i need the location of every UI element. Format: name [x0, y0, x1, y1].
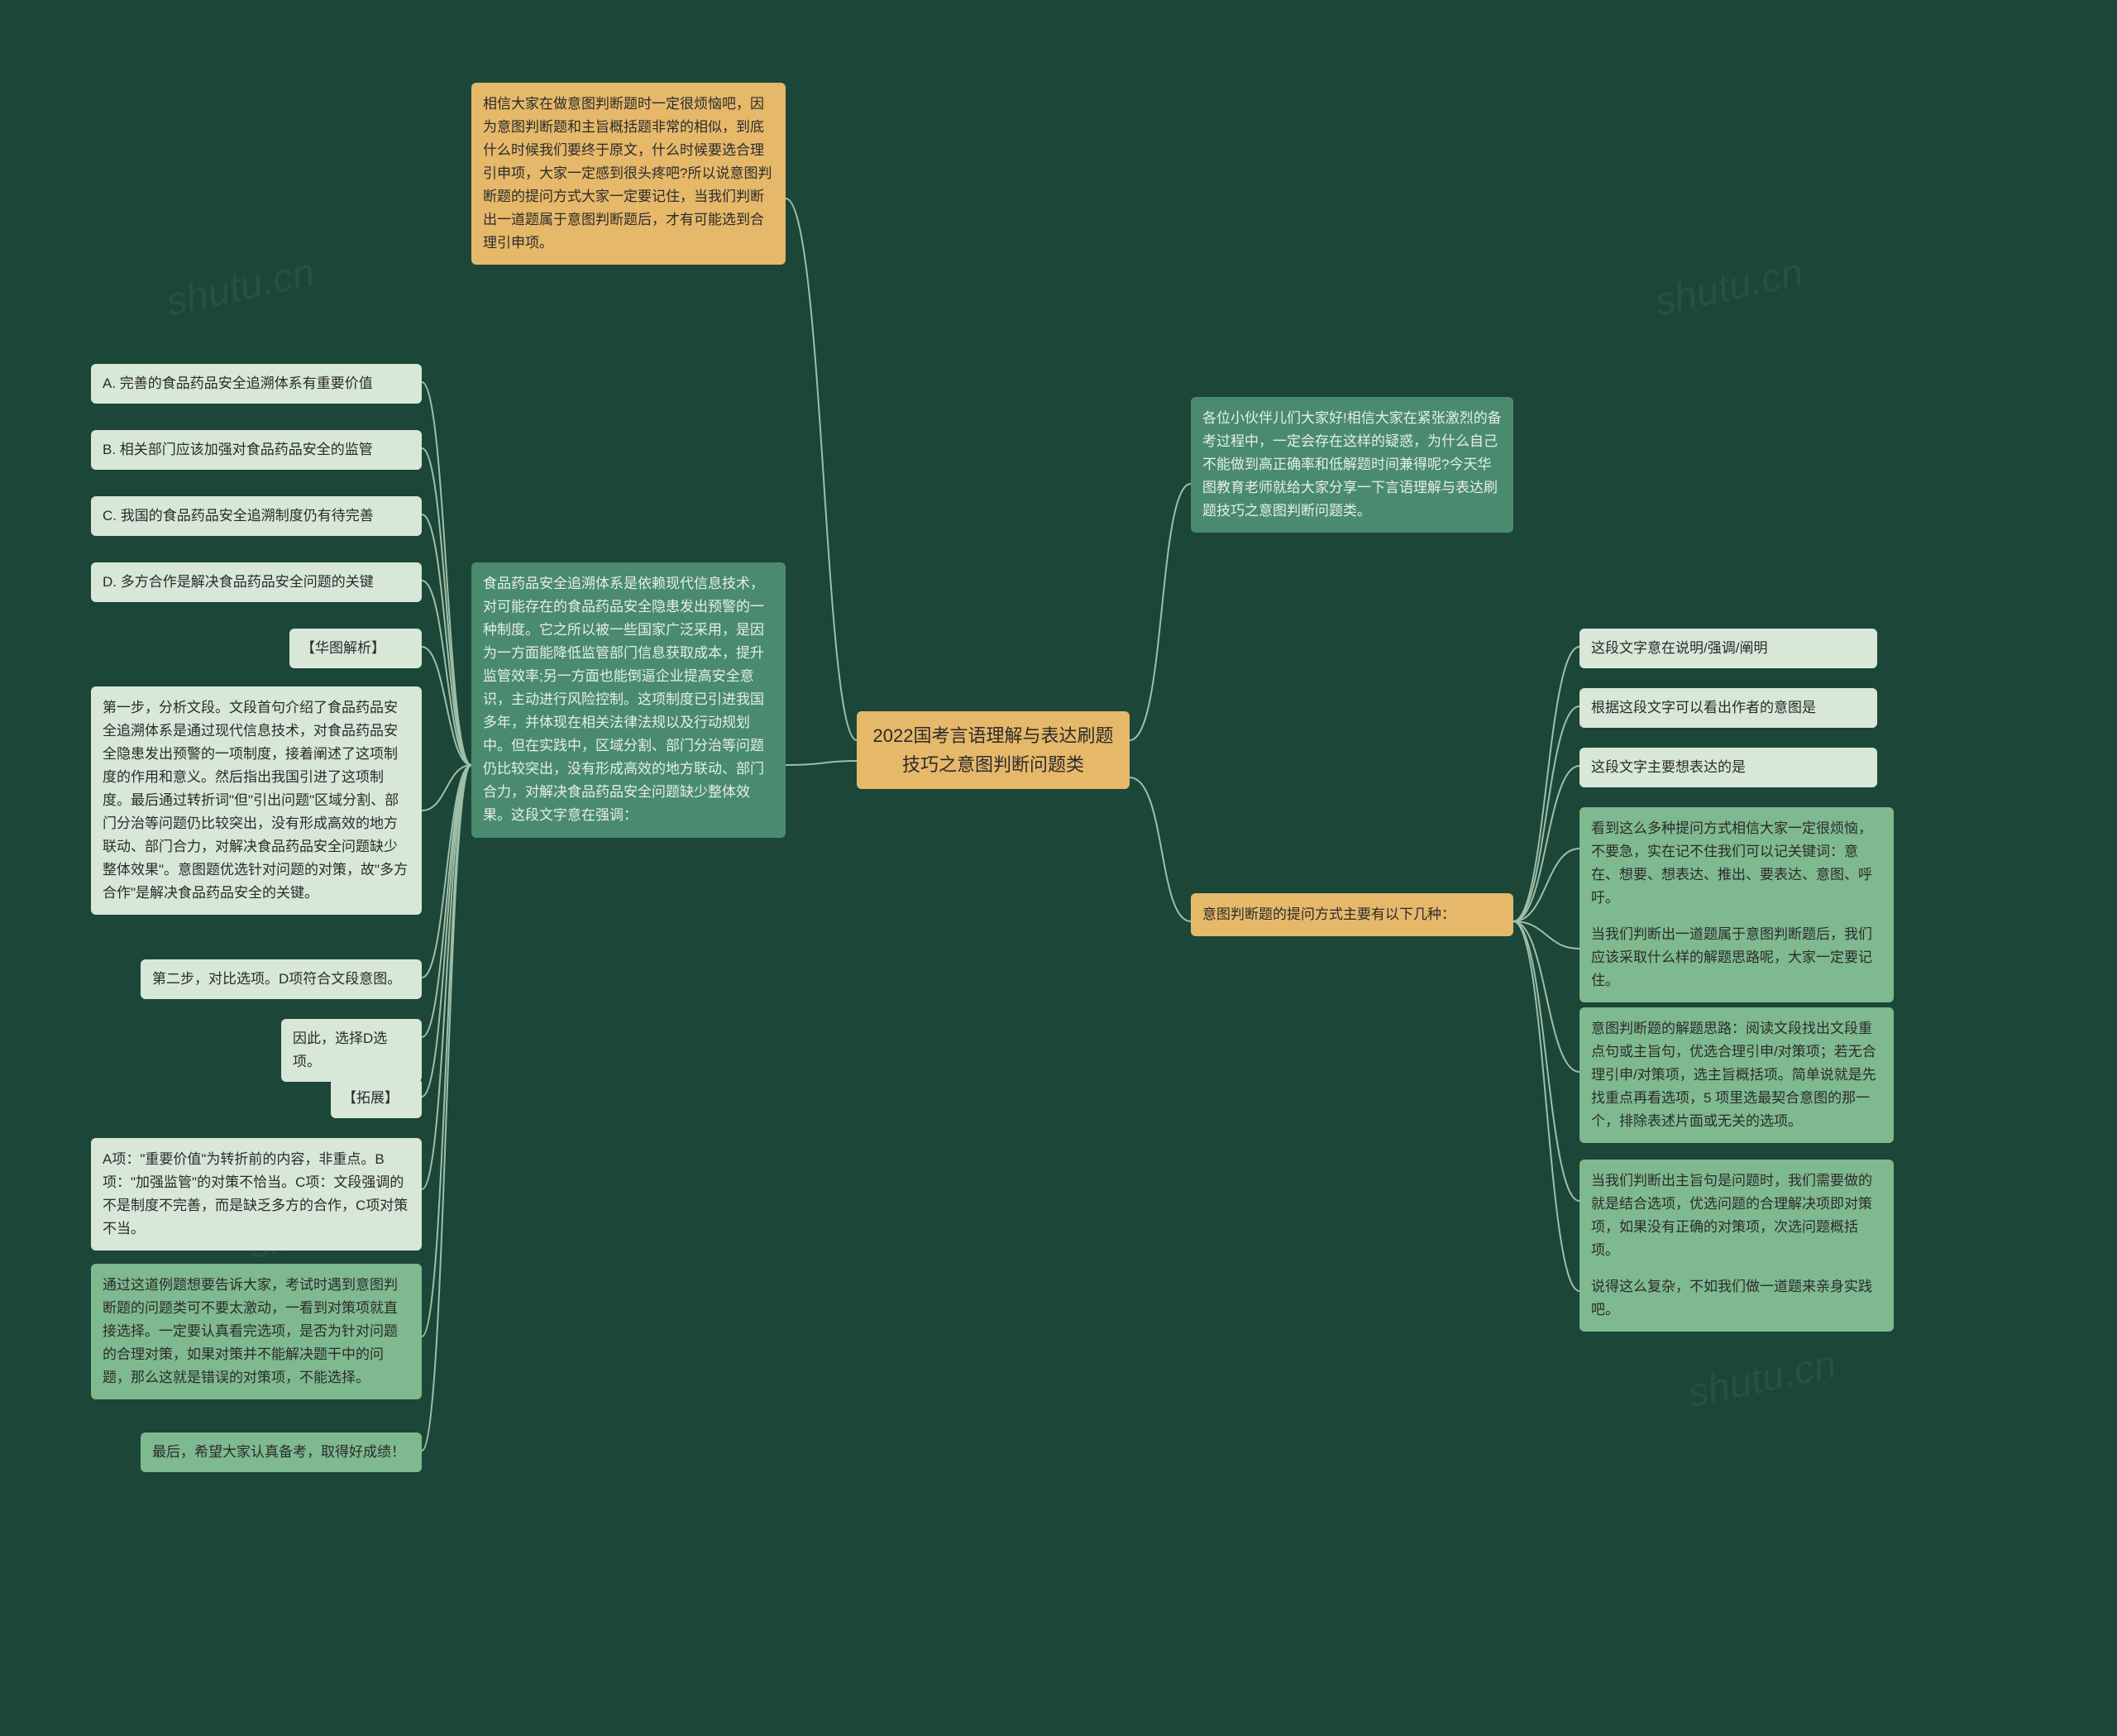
- watermark: shutu.cn: [162, 250, 318, 326]
- example-body[interactable]: 食品药品安全追溯体系是依赖现代信息技术，对可能存在的食品药品安全隐患发出预警的一…: [471, 562, 786, 838]
- watermark: shutu.cn: [1684, 1341, 1840, 1418]
- analysis-label[interactable]: 【华图解析】: [289, 629, 422, 668]
- analysis-answer[interactable]: 因此，选择D选项。: [281, 1019, 422, 1082]
- right-item-1[interactable]: 根据这段文字可以看出作者的意图是: [1579, 688, 1877, 728]
- left-intro[interactable]: 相信大家在做意图判断题时一定很烦恼吧，因为意图判断题和主旨概括题非常的相似，到底…: [471, 83, 786, 265]
- summary-note[interactable]: 通过这道例题想要告诉大家，考试时遇到意图判断题的问题类可不要太激动，一看到对策项…: [91, 1264, 422, 1399]
- extension-label[interactable]: 【拓展】: [331, 1078, 422, 1118]
- right-topic[interactable]: 意图判断题的提问方式主要有以下几种：: [1191, 893, 1513, 936]
- right-item-0[interactable]: 这段文字意在说明/强调/阐明: [1579, 629, 1877, 668]
- option-a[interactable]: A. 完善的食品药品安全追溯体系有重要价值: [91, 364, 422, 404]
- option-c[interactable]: C. 我国的食品药品安全追溯制度仍有待完善: [91, 496, 422, 536]
- right-item-2[interactable]: 这段文字主要想表达的是: [1579, 748, 1877, 787]
- option-d[interactable]: D. 多方合作是解决食品药品安全问题的关键: [91, 562, 422, 602]
- analysis-step2[interactable]: 第二步，对比选项。D项符合文段意图。: [141, 959, 422, 999]
- extension-body[interactable]: A项："重要价值"为转折前的内容，非重点。B项："加强监管"的对策不恰当。C项：…: [91, 1138, 422, 1251]
- watermark: shutu.cn: [1651, 250, 1807, 326]
- option-b[interactable]: B. 相关部门应该加强对食品药品安全的监管: [91, 430, 422, 470]
- analysis-step1[interactable]: 第一步，分析文段。文段首句介绍了食品药品安全追溯体系是通过现代信息技术，对食品药…: [91, 686, 422, 915]
- right-intro[interactable]: 各位小伙伴儿们大家好!相信大家在紧张激烈的备考过程中，一定会存在这样的疑惑，为什…: [1191, 397, 1513, 533]
- right-item-6[interactable]: 当我们判断出主旨句是问题时，我们需要做的就是结合选项，优选问题的合理解决项即对策…: [1579, 1160, 1894, 1272]
- center-topic[interactable]: 2022国考言语理解与表达刷题技巧之意图判断问题类: [857, 711, 1130, 789]
- right-item-3[interactable]: 看到这么多种提问方式相信大家一定很烦恼，不要急，实在记不住我们可以记关键词：意在…: [1579, 807, 1894, 920]
- right-item-4[interactable]: 当我们判断出一道题属于意图判断题后，我们应该采取什么样的解题思路呢，大家一定要记…: [1579, 913, 1894, 1002]
- right-item-5[interactable]: 意图判断题的解题思路：阅读文段找出文段重点句或主旨句，优选合理引申/对策项；若无…: [1579, 1007, 1894, 1143]
- right-item-7[interactable]: 说得这么复杂，不如我们做一道题来亲身实践吧。: [1579, 1265, 1894, 1332]
- closing-note[interactable]: 最后，希望大家认真备考，取得好成绩！: [141, 1432, 422, 1472]
